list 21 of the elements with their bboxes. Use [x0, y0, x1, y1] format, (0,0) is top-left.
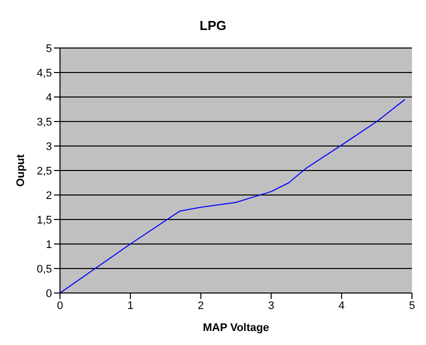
x-tick-label: 2: [198, 300, 204, 312]
x-tick-label: 4: [338, 300, 345, 312]
y-tick-label: 5: [46, 42, 52, 55]
chart-title: LPG: [198, 17, 228, 35]
y-axis-title: Ouput: [14, 154, 27, 187]
y-tick-label: 4: [46, 92, 52, 104]
x-axis-title: MAP Voltage: [202, 322, 270, 334]
x-tick-label: 1: [127, 300, 134, 312]
y-tick-label: 3: [46, 140, 52, 153]
y-tick-label: 0: [46, 288, 52, 300]
y-tick-label: 0,5: [36, 263, 52, 276]
y-tick-label: 4,5: [36, 67, 52, 80]
y-tick-label: 2,5: [36, 165, 52, 178]
x-tick-label: 0: [56, 300, 64, 312]
y-tick-label: 1: [46, 238, 52, 251]
line-series: [60, 98, 406, 293]
y-tick-label: 1,5: [36, 214, 52, 226]
x-tick-label: 3: [268, 300, 274, 312]
x-tick-label: 5: [408, 300, 416, 312]
y-tick-label: 2: [46, 190, 52, 202]
y-tick-label: 3,5: [36, 116, 52, 128]
